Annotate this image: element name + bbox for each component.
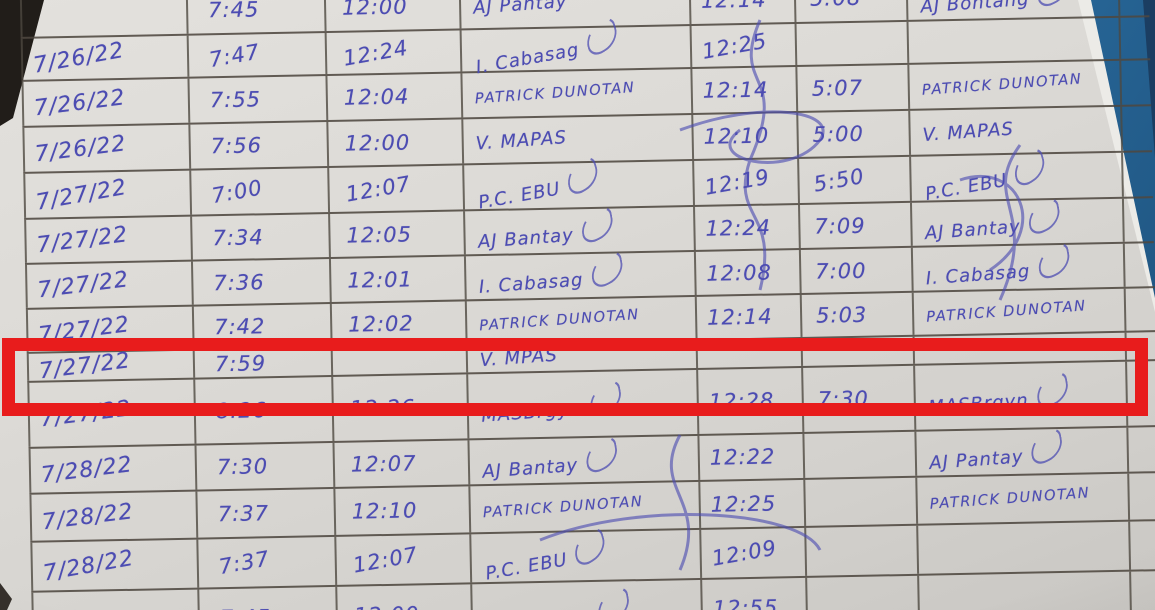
cell-date: /22 (31, 589, 201, 610)
cell-time-out-noon: 12:10 (335, 486, 472, 535)
cell-time-out-noon: 12:00 (328, 119, 465, 166)
pen-scribble (679, 19, 825, 291)
cell-time-out-noon: 12:01 (330, 256, 467, 302)
cell-date: 7/26/22 (21, 78, 191, 126)
cell-time-out-noon: 12:07 (336, 534, 473, 585)
cell-filler (1124, 198, 1154, 242)
cell-time-in-am: 7:55 (189, 76, 329, 123)
cell-filler (1129, 473, 1155, 520)
cell-date: 7/27/22 (23, 170, 193, 218)
cell-time-in-am: 7:34 (192, 213, 331, 260)
cell-signature-pm: PATRICK DUNOTAN (917, 473, 1131, 524)
cell-signature-am: I. Cabasag (472, 579, 704, 610)
cell-filler (1123, 152, 1153, 197)
pen-scribble (539, 434, 822, 571)
cell-filler (1131, 571, 1155, 610)
cell-signature-pm: AJ Pantay (916, 427, 1130, 476)
cell-time-out-noon: 12:00 (337, 584, 474, 610)
cell-date: 7/27/22 (25, 261, 194, 308)
cell-signature-pm (919, 571, 1133, 610)
highlight-box (2, 338, 1148, 416)
cell-date: 7/26/22 (22, 124, 192, 172)
cell-signature-pm (908, 17, 1122, 63)
cell-time-in-pm: 12:55 (702, 577, 809, 610)
cell-filler (1125, 243, 1155, 287)
cell-date: 7/28/22 (29, 491, 199, 541)
cell-time-in-am: 7:56 (190, 121, 330, 169)
cell-time-in-am: 7:47 (188, 33, 328, 77)
cell-time-out-noon: 12:00 (325, 0, 462, 32)
cell-time-out-noon: 12:04 (327, 73, 464, 120)
cell-date (19, 0, 189, 37)
cell-time-in-am: 7:36 (192, 258, 332, 305)
cell-time-in-am: 7:45 (199, 586, 339, 610)
pen-scribble (959, 144, 1025, 301)
cell-filler (1130, 521, 1155, 570)
cell-time-out-pm (807, 575, 921, 610)
cell-time-out-noon: 12:05 (330, 211, 466, 257)
cell-time-in-am: 7:45 (187, 0, 327, 34)
cell-filler (1121, 60, 1151, 105)
cell-signature-am: PATRICK DUNOTAN (466, 296, 698, 344)
cell-filler (1128, 427, 1155, 472)
cell-time-in-pm: 12:14 (696, 294, 803, 339)
cell-filler (1120, 17, 1150, 59)
cell-time-out-noon: 12:07 (334, 440, 471, 487)
cell-filler (1122, 106, 1152, 151)
cell-date: 7/28/22 (30, 539, 200, 591)
cell-time-in-am: 7:37 (198, 536, 338, 588)
cell-time-in-am: 7:37 (197, 488, 337, 538)
cell-time-in-am: 7:00 (191, 167, 331, 215)
cell-time-out-noon: 12:24 (326, 30, 463, 75)
cell-date: 7/28/22 (28, 445, 198, 493)
cell-signature-pm: PATRICK DUNOTAN (909, 60, 1123, 109)
cell-time-in-am: 7:30 (196, 442, 336, 490)
cell-signature-pm (918, 521, 1132, 574)
cell-time-out-noon: 12:07 (329, 165, 466, 212)
cell-filler (1126, 288, 1155, 331)
cell-date: 7/27/22 (24, 216, 193, 263)
cell-date: 7/26/22 (20, 35, 190, 80)
cell-filler (1120, 0, 1150, 16)
cell-signature-pm: AJ Bontang (907, 0, 1121, 20)
